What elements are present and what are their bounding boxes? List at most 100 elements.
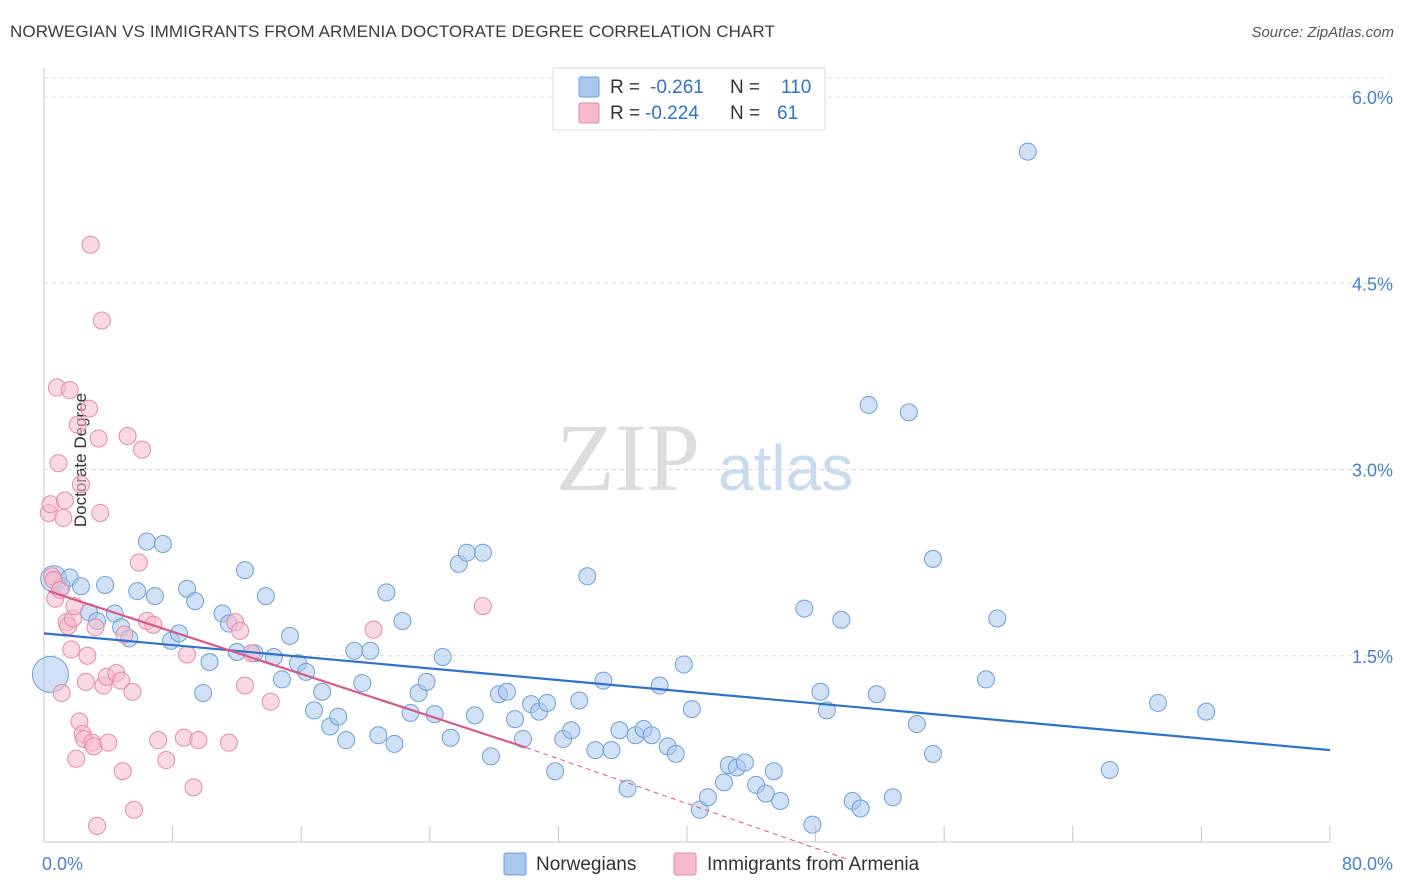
- norwegians-point: [714, 773, 733, 792]
- legend-r-value: -0.224: [645, 103, 699, 124]
- norwegians-point: [329, 707, 348, 726]
- armenia-point: [118, 426, 137, 445]
- armenia-point: [99, 733, 118, 752]
- armenia-point: [123, 682, 142, 701]
- legend-swatch-armenia: [673, 852, 697, 876]
- armenia-point: [473, 597, 492, 616]
- norwegians-point: [96, 575, 115, 594]
- armenia-point: [92, 311, 111, 330]
- armenia-point: [76, 672, 95, 691]
- legend-label-norwegians: Norwegians: [536, 854, 636, 875]
- norwegians-point: [682, 700, 701, 719]
- armenia-point: [189, 731, 208, 750]
- armenia-point: [78, 646, 97, 665]
- norwegians-point: [280, 626, 299, 645]
- legend-top: R = -0.261 N = 110 R = -0.224 N = 61: [552, 67, 826, 131]
- norwegians-point: [538, 693, 557, 712]
- y-tick-label: 3.0%: [1352, 461, 1393, 481]
- armenia-trend-extension: [526, 747, 848, 860]
- armenia-point: [133, 440, 152, 459]
- norwegians-point: [923, 744, 942, 763]
- norwegians-point: [345, 641, 364, 660]
- watermark: ZIP atlas: [556, 404, 853, 511]
- norwegians-point: [153, 535, 172, 553]
- norwegians-point: [377, 583, 396, 602]
- norwegians-point: [337, 731, 356, 750]
- norwegians-point: [650, 676, 669, 695]
- norwegians-point: [441, 728, 460, 747]
- norwegians-point: [186, 592, 205, 611]
- norwegians-point: [907, 715, 926, 734]
- norwegians-point: [433, 647, 452, 666]
- norwegians-point: [976, 670, 995, 689]
- norwegians-point: [756, 784, 775, 803]
- armenia-point: [113, 762, 132, 781]
- armenia-point: [184, 778, 203, 797]
- norwegians-point: [353, 674, 372, 693]
- armenia-point: [80, 399, 99, 418]
- norwegians-point: [369, 726, 388, 745]
- legend-bottom: Norwegians Immigrants from Armenia: [503, 852, 920, 876]
- norwegians-point: [923, 549, 942, 568]
- armenia-point: [81, 235, 100, 254]
- legend-n-label: N =: [730, 77, 760, 98]
- armenia-point: [149, 731, 168, 750]
- armenia-point: [89, 429, 108, 448]
- data-points: [31, 142, 1216, 835]
- norwegians-point: [578, 567, 597, 586]
- armenia-point: [157, 751, 176, 770]
- norwegians-point: [602, 741, 621, 760]
- armenia-point: [54, 508, 73, 527]
- norwegians-point: [867, 685, 886, 704]
- norwegians-point: [735, 753, 754, 772]
- armenia-point: [67, 749, 86, 768]
- armenia-point: [178, 645, 197, 664]
- armenia-point: [49, 454, 68, 473]
- norwegians-point: [417, 672, 436, 691]
- legend-r-label: R =: [610, 103, 640, 124]
- norwegians-point: [795, 599, 814, 618]
- axes: [43, 68, 1331, 843]
- norwegians-point: [803, 815, 822, 834]
- y-tick-label: 6.0%: [1352, 88, 1393, 108]
- norwegians-point: [128, 582, 147, 601]
- norwegians-point: [883, 788, 902, 807]
- watermark-atlas: atlas: [718, 432, 853, 504]
- norwegians-point: [385, 734, 404, 753]
- norwegians-point: [988, 609, 1007, 628]
- armenia-point: [261, 692, 280, 711]
- norwegians-point: [473, 543, 492, 562]
- norwegians-point: [610, 721, 629, 740]
- norwegians-point: [764, 762, 783, 781]
- norwegians-point: [1100, 760, 1119, 779]
- legend-r-value: -0.261: [650, 77, 704, 98]
- x-tick-label: 0.0%: [42, 854, 83, 874]
- armenia-point: [235, 676, 254, 695]
- norwegians-point: [393, 611, 412, 630]
- norwegians-point: [1018, 142, 1037, 161]
- norwegians-point: [235, 561, 254, 580]
- norwegians-point: [674, 655, 693, 674]
- norwegians-point: [361, 641, 380, 660]
- norwegians-trend-line: [43, 632, 1331, 752]
- armenia-point: [219, 733, 238, 752]
- norwegians-point: [200, 652, 219, 671]
- norwegians-point: [642, 726, 661, 745]
- armenia-point: [86, 618, 105, 637]
- norwegians-point: [505, 710, 524, 729]
- chart-title: NORWEGIAN VS IMMIGRANTS FROM ARMENIA DOC…: [10, 22, 775, 41]
- y-tick-label: 4.5%: [1352, 274, 1393, 294]
- armenia-point: [112, 671, 131, 690]
- norwegians-point: [31, 655, 69, 693]
- legend-label-armenia: Immigrants from Armenia: [707, 854, 920, 875]
- watermark-zip: ZIP: [556, 404, 700, 511]
- armenia-point: [52, 684, 71, 702]
- armenia-point: [129, 553, 148, 572]
- norwegians-point: [562, 721, 581, 740]
- y-tick-label: 1.5%: [1352, 647, 1393, 667]
- legend-swatch-armenia: [578, 102, 600, 124]
- legend-n-value: 61: [777, 103, 798, 124]
- armenia-point: [231, 621, 250, 640]
- trend-lines: [43, 590, 1331, 860]
